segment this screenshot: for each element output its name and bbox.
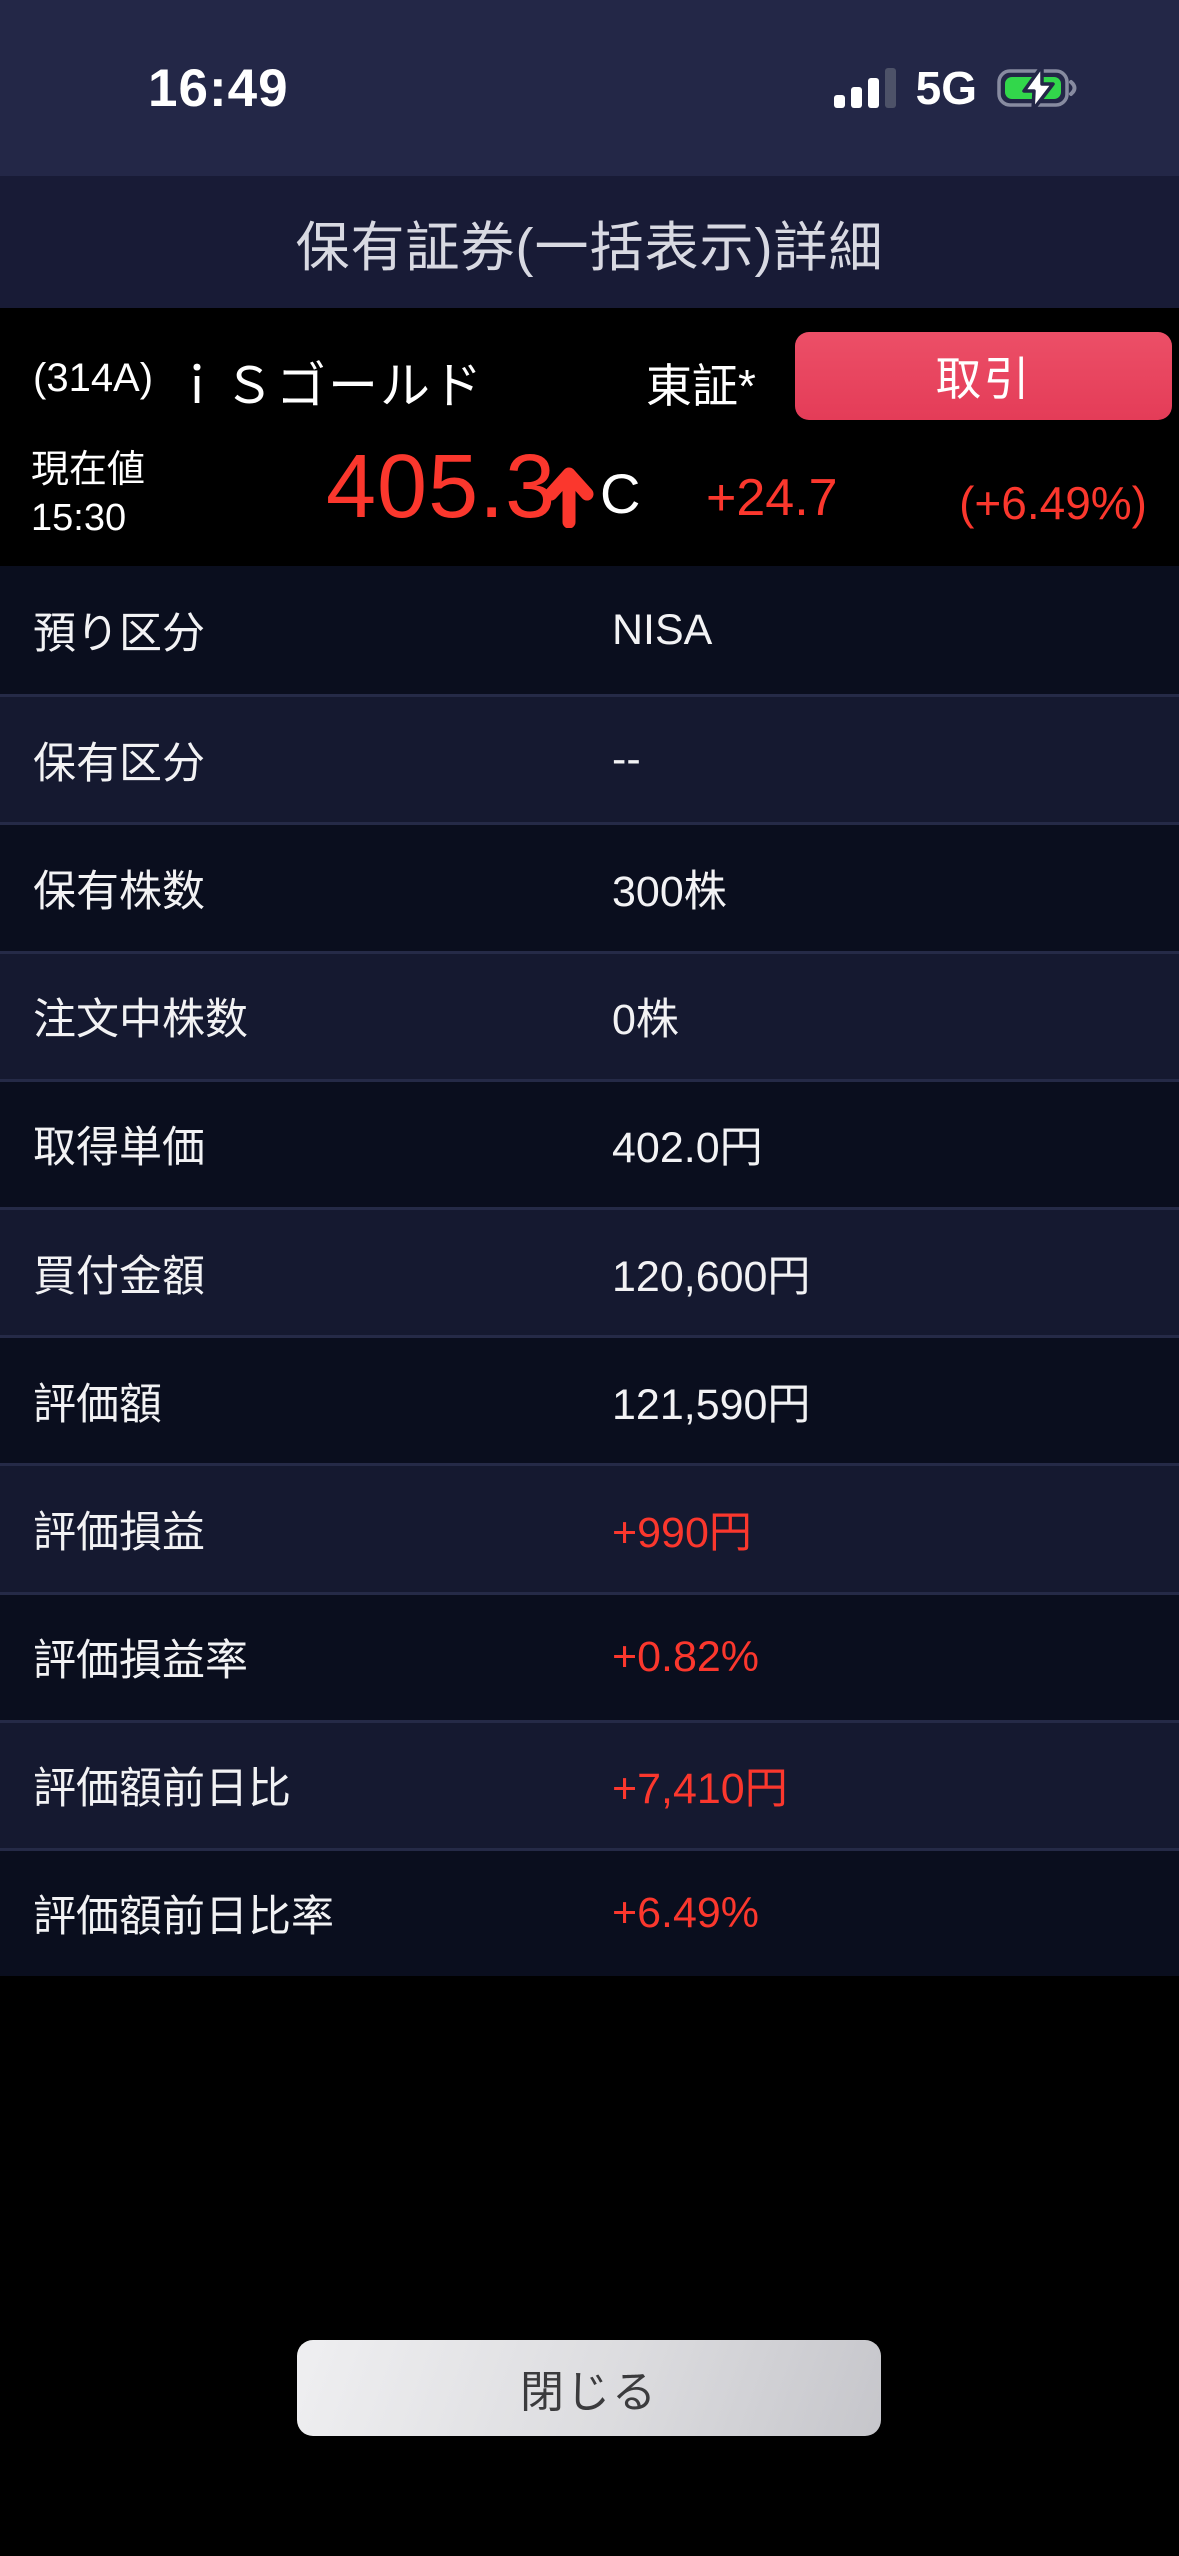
row-label: 評価額 bbox=[33, 1380, 162, 1429]
network-type-label: 5G bbox=[915, 62, 977, 114]
row-value: 120,600円 bbox=[612, 1252, 811, 1301]
table-row: 評価額 121,590円 bbox=[0, 1335, 1179, 1464]
table-row: 買付金額 120,600円 bbox=[0, 1206, 1179, 1336]
row-value: +990円 bbox=[612, 1508, 752, 1557]
row-label: 評価損益率 bbox=[33, 1637, 248, 1686]
row-value: 402.0円 bbox=[612, 1124, 763, 1173]
row-value: +7,410円 bbox=[612, 1765, 788, 1814]
table-row: 取得単価 402.0円 bbox=[0, 1078, 1179, 1207]
up-arrow-icon bbox=[544, 467, 594, 528]
table-row: 評価損益 +990円 bbox=[0, 1463, 1179, 1592]
table-row: 注文中株数 0株 bbox=[0, 950, 1179, 1079]
row-label: 預り区分 bbox=[33, 610, 205, 659]
table-row: 評価損益率 +0.82% bbox=[0, 1591, 1179, 1720]
row-label: 注文中株数 bbox=[33, 996, 248, 1045]
row-label: 取得単価 bbox=[33, 1124, 205, 1173]
table-row: 保有株数 300株 bbox=[0, 822, 1179, 951]
row-label: 保有株数 bbox=[33, 867, 205, 916]
nav-bar: 保有証券(一括表示)詳細 bbox=[0, 176, 1179, 308]
table-row: 評価額前日比率 +6.49% bbox=[0, 1847, 1179, 1977]
current-price-label: 現在値 bbox=[31, 449, 146, 491]
row-value: 0株 bbox=[612, 996, 679, 1045]
price-change-percent: (+6.49%) bbox=[959, 477, 1147, 529]
row-label: 買付金額 bbox=[33, 1252, 205, 1301]
row-value: +0.82% bbox=[612, 1632, 760, 1681]
cellular-signal-icon bbox=[833, 68, 896, 108]
row-value: 121,590円 bbox=[612, 1380, 811, 1429]
row-value: NISA bbox=[612, 605, 713, 654]
stock-header: (314A) ｉＳゴールド 東証* 取引 現在値 15:30 405.3 C +… bbox=[0, 308, 1179, 566]
row-label: 評価額前日比 bbox=[33, 1765, 291, 1814]
table-row: 評価額前日比 +7,410円 bbox=[0, 1719, 1179, 1848]
row-label: 評価損益 bbox=[33, 1508, 205, 1557]
row-label: 評価額前日比率 bbox=[33, 1893, 334, 1942]
trade-button[interactable]: 取引 bbox=[795, 332, 1172, 420]
status-time: 16:49 bbox=[148, 58, 289, 118]
row-value: 300株 bbox=[612, 867, 727, 916]
current-price: 405.3 bbox=[326, 437, 557, 537]
row-value: -- bbox=[612, 735, 641, 784]
battery-charging-icon bbox=[997, 66, 1077, 110]
row-value: +6.49% bbox=[612, 1888, 760, 1937]
holdings-table: 預り区分 NISA 保有区分 -- 保有株数 300株 注文中株数 0株 取得単… bbox=[0, 566, 1179, 1977]
page-title: 保有証券(一括表示)詳細 bbox=[295, 217, 884, 278]
stock-market-label: 東証* bbox=[646, 360, 756, 412]
close-indicator: C bbox=[600, 462, 641, 525]
status-bar: 16:49 5G bbox=[0, 0, 1179, 176]
stock-name: ｉＳゴールド bbox=[172, 358, 484, 414]
quote-time: 15:30 bbox=[31, 496, 127, 539]
price-change: +24.7 bbox=[706, 469, 838, 527]
stock-code: (314A) bbox=[33, 356, 154, 400]
close-button[interactable]: 閉じる bbox=[297, 2340, 881, 2436]
current-price-block: 現在値 15:30 bbox=[31, 449, 146, 540]
status-icons: 5G bbox=[833, 61, 1085, 115]
table-row: 預り区分 NISA bbox=[0, 566, 1179, 695]
table-row: 保有区分 -- bbox=[0, 694, 1179, 823]
row-label: 保有区分 bbox=[33, 739, 205, 788]
